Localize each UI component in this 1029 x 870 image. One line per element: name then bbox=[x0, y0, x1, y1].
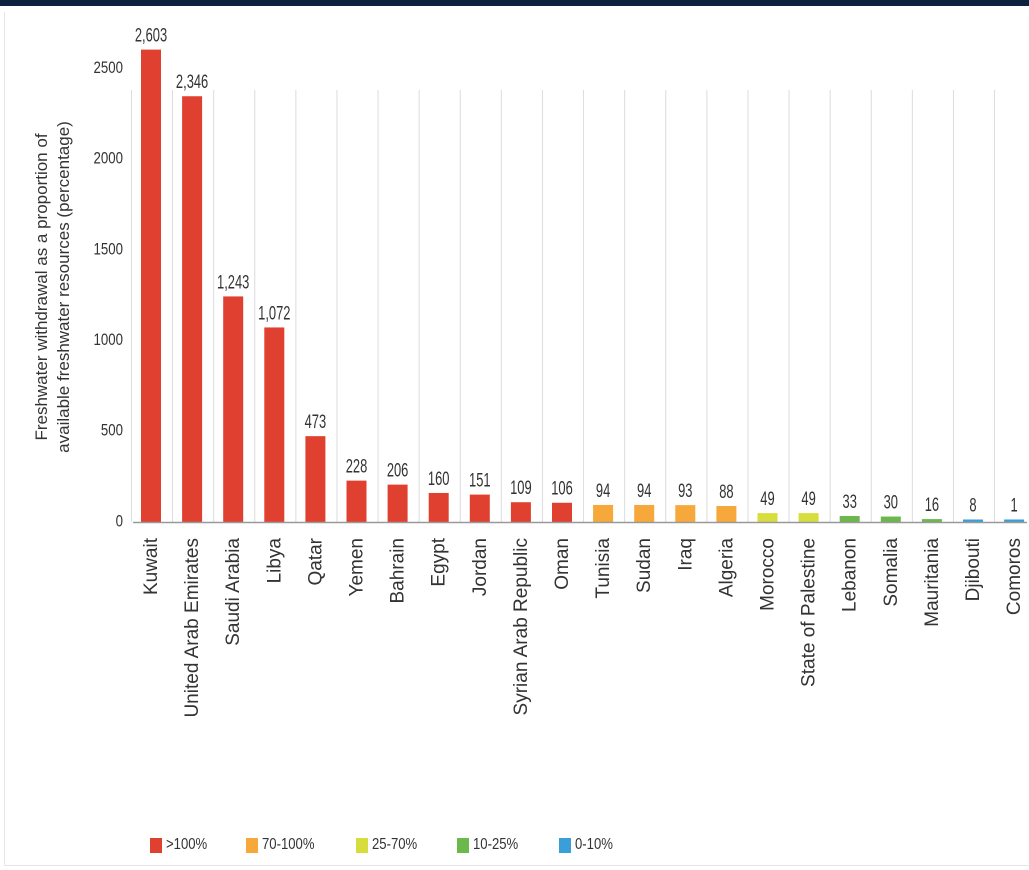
bar-kuwait bbox=[141, 49, 161, 523]
bar-jordan bbox=[469, 494, 490, 522]
bar-morocco bbox=[757, 513, 778, 522]
data-label: 49 bbox=[801, 489, 815, 510]
legend-label: 10-25% bbox=[473, 836, 519, 853]
legend-swatch bbox=[558, 837, 571, 853]
category-label: Saudi Arabia bbox=[223, 538, 244, 646]
bar-syrian-arab-republic bbox=[510, 502, 531, 522]
legend-swatch bbox=[457, 837, 470, 853]
bar-egypt bbox=[428, 492, 449, 522]
data-label: 1,243 bbox=[217, 272, 249, 293]
category-label: Yemen bbox=[347, 538, 368, 596]
y-tick-label: 2500 bbox=[94, 58, 123, 77]
bar-djibouti bbox=[963, 519, 983, 522]
category-label: Tunisia bbox=[593, 538, 614, 599]
data-label: 473 bbox=[305, 412, 327, 433]
data-label: 2,346 bbox=[176, 72, 208, 93]
category-label: Syrian Arab Republic bbox=[511, 538, 532, 715]
legend-item: 70-100% bbox=[246, 836, 326, 854]
bar-lebanon bbox=[839, 516, 860, 522]
data-label: 206 bbox=[387, 460, 409, 481]
legend-swatch bbox=[246, 837, 259, 853]
y-tick-label: 0 bbox=[116, 512, 123, 531]
category-label: Djibouti bbox=[963, 538, 984, 601]
category-label: State of Palestine bbox=[799, 538, 820, 687]
y-tick-label: 500 bbox=[101, 421, 123, 440]
category-label: Mauritania bbox=[922, 538, 943, 627]
data-label: 93 bbox=[678, 481, 692, 502]
top-bar bbox=[0, 0, 1029, 6]
data-label: 94 bbox=[596, 481, 610, 502]
category-label: Egypt bbox=[429, 537, 450, 586]
bar-chart: 0 500 1000 1500 2000 2500 2,603 Kuwait 2,346 Unit… bbox=[94, 25, 1027, 718]
legend-swatch bbox=[356, 837, 369, 853]
data-label: 106 bbox=[551, 478, 573, 499]
data-label: 228 bbox=[346, 456, 368, 477]
legend-label: 0-10% bbox=[574, 836, 613, 853]
legend-label: >100% bbox=[166, 836, 208, 853]
category-label: Morocco bbox=[758, 538, 779, 611]
data-label: 160 bbox=[428, 469, 450, 490]
data-label: 16 bbox=[925, 495, 939, 516]
bar-state-of-palestine bbox=[798, 513, 819, 522]
category-label: Jordan bbox=[470, 538, 491, 596]
bar-saudi-arabia bbox=[223, 296, 244, 522]
category-label: Qatar bbox=[305, 537, 326, 585]
data-label: 109 bbox=[510, 478, 532, 499]
data-label: 8 bbox=[969, 495, 976, 516]
legend-swatch bbox=[150, 837, 162, 853]
data-label: 94 bbox=[637, 481, 651, 502]
category-label: Kuwait bbox=[141, 537, 162, 595]
y-tick-label: 1500 bbox=[94, 240, 123, 259]
bar-sudan bbox=[634, 504, 655, 522]
bar-yemen bbox=[346, 480, 367, 522]
bar-iraq bbox=[675, 505, 696, 522]
category-label: Sudan bbox=[634, 538, 655, 593]
bar-tunisia bbox=[593, 504, 614, 522]
data-label: 49 bbox=[760, 489, 774, 510]
bar-bahrain bbox=[387, 484, 408, 522]
legend-label: 70-100% bbox=[262, 836, 315, 853]
y-tick-label: 2000 bbox=[94, 149, 123, 168]
bar-mauritania bbox=[921, 519, 942, 522]
legend-item: >100% bbox=[150, 836, 216, 854]
bar-oman bbox=[552, 502, 572, 522]
bar-somalia bbox=[880, 516, 901, 522]
category-label: Lebanon bbox=[840, 538, 861, 612]
data-label: 33 bbox=[843, 492, 857, 513]
bar-united-arab-emirates bbox=[182, 96, 203, 522]
data-label: 1,072 bbox=[258, 303, 290, 324]
y-axis-title: Freshwater withdrawal as a proportion of… bbox=[32, 121, 73, 453]
data-label: 88 bbox=[719, 482, 733, 503]
category-label: Somalia bbox=[881, 538, 902, 607]
legend-label: 25-70% bbox=[372, 836, 418, 853]
category-label: Comoros bbox=[1004, 538, 1025, 615]
bar-libya bbox=[264, 327, 285, 522]
category-label: Libya bbox=[264, 538, 285, 584]
data-label: 1 bbox=[1011, 495, 1018, 516]
bar-qatar bbox=[305, 436, 326, 522]
y-tick-label: 1000 bbox=[94, 331, 123, 350]
category-label: Bahrain bbox=[388, 538, 409, 604]
bar-algeria bbox=[716, 506, 737, 522]
category-label: Iraq bbox=[675, 538, 696, 571]
category-label: Oman bbox=[552, 538, 573, 590]
chart-card: 0 500 1000 1500 2000 2500 2,603 Kuwait 2,346 Unit… bbox=[4, 12, 1029, 866]
data-label: 2,603 bbox=[135, 25, 167, 46]
data-label: 30 bbox=[884, 492, 898, 513]
y-axis-title-container: Freshwater withdrawal as a proportion of… bbox=[27, 42, 79, 532]
bar-comoros bbox=[1004, 519, 1025, 522]
legend-item: 0-10% bbox=[558, 836, 621, 854]
legend: >100% 70-100% 25-70% 10-25% 0-10% bbox=[150, 832, 651, 858]
legend-item: 25-70% bbox=[356, 836, 427, 854]
legend-item: 10-25% bbox=[457, 836, 528, 854]
category-label: United Arab Emirates bbox=[182, 538, 203, 718]
category-label: Algeria bbox=[716, 538, 737, 598]
data-label: 151 bbox=[469, 470, 491, 491]
